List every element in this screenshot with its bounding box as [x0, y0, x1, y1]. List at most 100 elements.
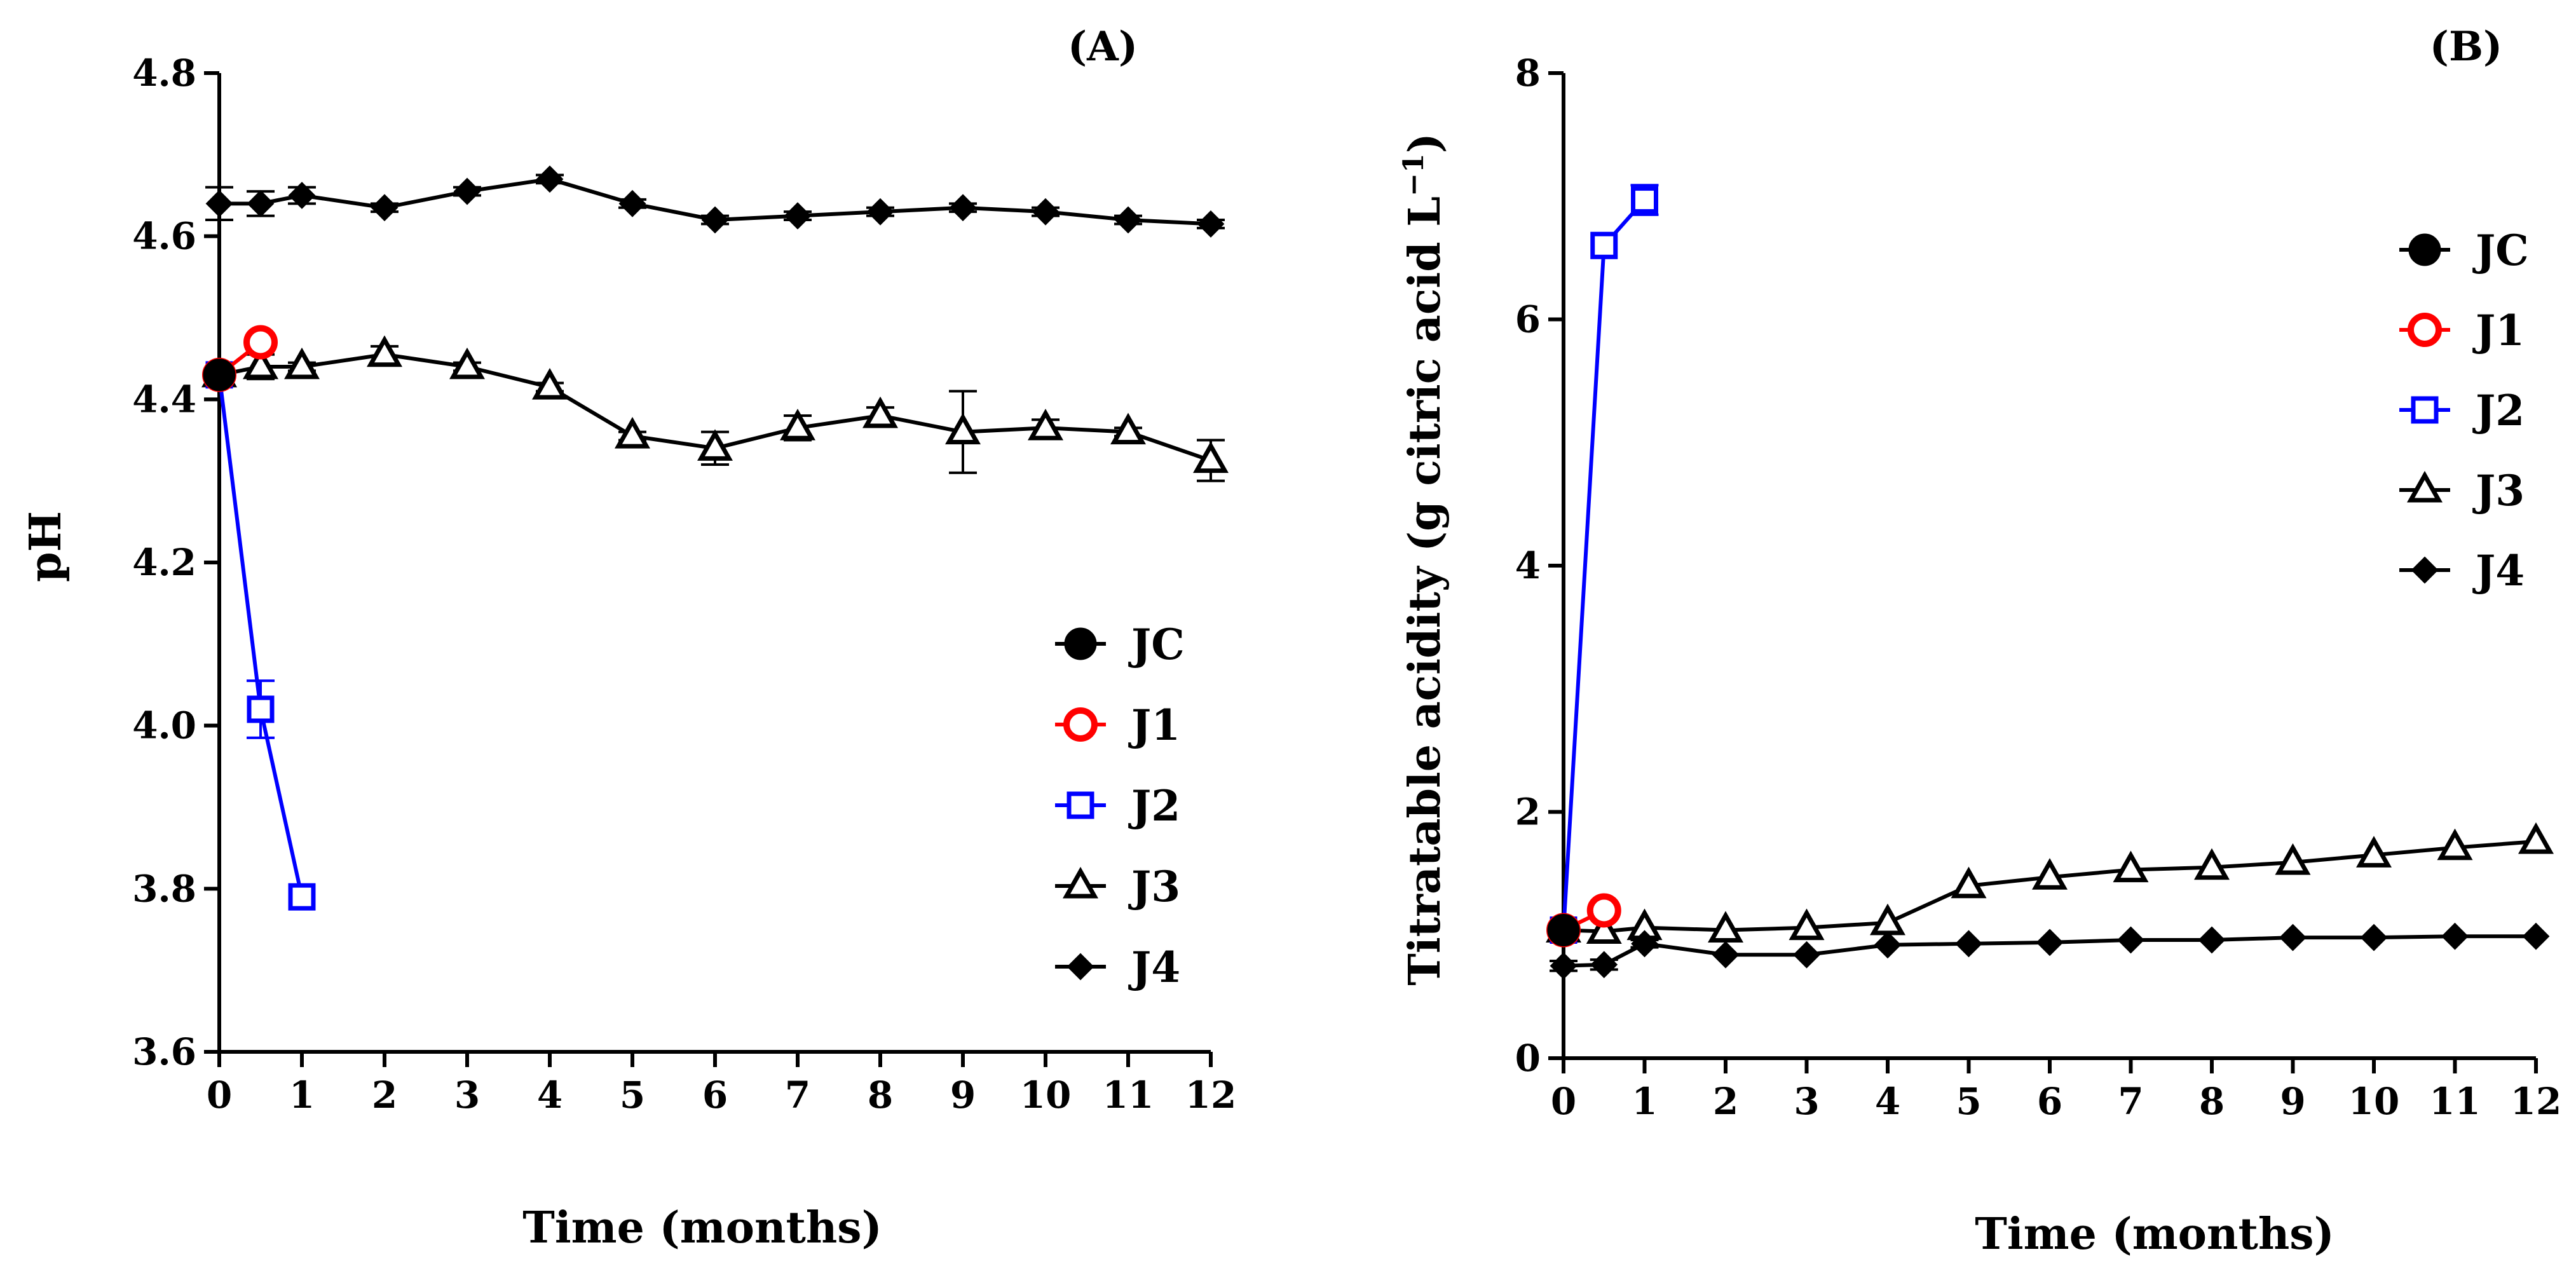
- panela-x-tick-label: 3: [454, 1073, 480, 1117]
- panela-j1-point: [243, 325, 278, 360]
- panelb-j4-point: [1874, 931, 1902, 959]
- panela-y-tick-label: 3.8: [132, 867, 196, 910]
- panel-a-x-ticks: 0 1 2 3 4 5 6 7 8 9 10 11 12: [207, 1052, 1237, 1117]
- panelb-x-tick-label: 0: [1551, 1080, 1576, 1123]
- panelb-y-tick-label: 6: [1515, 298, 1541, 341]
- panela-j4-point: [866, 198, 894, 226]
- panela-j4-point: [205, 189, 233, 217]
- panela-j3-point: [532, 367, 568, 400]
- panelb-j3-point: [2356, 836, 2392, 868]
- panel-a-chart: 3.63.84.04.24.44.64.8 0 1 2 3 4 5 6 7 8 9 10 11 12 T…: [20, 23, 1236, 1253]
- panelb-x-tick-label: 4: [1875, 1080, 1900, 1123]
- panelb-legend-marker: [2408, 233, 2441, 266]
- panelb-j3-point: [2518, 822, 2554, 854]
- panelb-j2-line: [1562, 198, 1646, 930]
- panela-y-tick-label: 3.6: [132, 1030, 196, 1073]
- panelb-x-tick-label: 7: [2118, 1080, 2143, 1123]
- panelb-legend-marker: [2408, 313, 2442, 347]
- panel-b-series-layer: [1546, 184, 2554, 980]
- panelb-legend-label: JC: [2472, 226, 2529, 275]
- panel-b-y-axis-title-main: Titratable acidity (g citric acid L: [1400, 196, 1450, 986]
- panel-b-y-ticks: 0 2 4 6 8: [1515, 51, 1564, 1080]
- panela-j3-point: [367, 335, 402, 367]
- panela-j4-point: [453, 177, 481, 205]
- panela-series-j2: [205, 361, 316, 911]
- panelb-legend-item-j4: J4: [2399, 546, 2525, 596]
- panelb-j4-point: [2198, 926, 2226, 954]
- panela-y-tick-label: 4.2: [132, 541, 196, 584]
- panelb-j4-point: [1590, 951, 1618, 979]
- panelb-x-tick-label: 11: [2429, 1080, 2481, 1123]
- panelb-legend-marker: [2411, 396, 2439, 424]
- panel-a-y-ticks: 3.6 3.8 4.0 4.2 4.4 4.6 4.8: [132, 51, 219, 1073]
- panela-x-tick-label: 12: [1185, 1073, 1237, 1117]
- panela-x-tick-label: 1: [289, 1073, 315, 1117]
- panelb-y-tick-label: 0: [1515, 1037, 1541, 1080]
- panelb-x-tick-label: 6: [2037, 1080, 2062, 1123]
- panelb-j3-point: [1708, 911, 1743, 943]
- panelb-legend-label: J2: [2472, 386, 2525, 435]
- panelb-j3-point: [1870, 903, 1905, 936]
- panela-legend-label: J3: [1128, 862, 1180, 911]
- panelb-j4-point: [1793, 941, 1820, 969]
- panelb-legend-item-jc: JC: [2399, 226, 2529, 275]
- panel-b-label: (B): [2430, 23, 2503, 71]
- panelb-j4-point: [2117, 926, 2144, 954]
- panela-j4-point: [784, 202, 812, 229]
- panela-series-j3: [201, 335, 1229, 482]
- panel-b-axes: [1562, 73, 2536, 1060]
- panelb-j3-point: [2113, 850, 2149, 883]
- panela-x-tick-label: 9: [950, 1073, 976, 1117]
- panelb-y-tick-label: 4: [1515, 544, 1541, 587]
- panela-j2-line: [217, 374, 304, 897]
- panelb-y-tick-label: 2: [1515, 791, 1541, 834]
- panela-x-tick-label: 4: [537, 1073, 562, 1117]
- panelb-j4-point: [1712, 941, 1740, 969]
- panelb-j2-point: [1631, 186, 1658, 214]
- panela-legend-label: J2: [1128, 781, 1180, 831]
- panel-b-y-axis-title: Titratable acidity (g citric acid L−1): [1398, 133, 1450, 986]
- panela-jc-point: [203, 358, 236, 391]
- panela-j4-point: [371, 194, 399, 222]
- panela-j4-point: [536, 165, 564, 193]
- panela-series-jc: [203, 358, 236, 391]
- panel-a-label: (A): [1068, 23, 1138, 71]
- panelb-j4-point: [2441, 922, 2469, 950]
- panelb-j3-point: [1586, 912, 1622, 944]
- panela-series-j4: [205, 165, 1225, 238]
- panel-a-x-axis-title: Time (months): [522, 1202, 882, 1253]
- panela-j4-point: [1032, 198, 1060, 226]
- panelb-j4-point: [2360, 923, 2388, 951]
- panela-j4-line: [219, 177, 1211, 226]
- panela-j3-point: [780, 409, 815, 440]
- panela-j4-point: [701, 206, 729, 234]
- panelb-j3-point: [2032, 858, 2068, 890]
- panela-j4-point: [1114, 206, 1142, 234]
- panelb-legend-item-j1: J1: [2399, 306, 2525, 355]
- panela-j3-point: [1110, 412, 1146, 445]
- panela-j3-point: [945, 412, 981, 445]
- panela-j4-point: [949, 194, 977, 222]
- panelb-j3-point: [1789, 908, 1825, 941]
- panela-x-tick-label: 0: [207, 1073, 232, 1117]
- panelb-j3-point: [2194, 848, 2230, 880]
- panela-x-tick-label: 5: [620, 1073, 645, 1117]
- panela-x-tick-label: 6: [702, 1073, 728, 1117]
- panela-legend-marker: [1064, 627, 1097, 660]
- panelb-j3-point: [2275, 843, 2311, 875]
- panelb-series-j3: [1546, 822, 2554, 944]
- panela-legend-item-j3: J3: [1055, 862, 1180, 911]
- panelb-legend-label: J4: [2472, 546, 2525, 596]
- panela-j4-point: [1197, 210, 1225, 238]
- panelb-j4-point: [1550, 952, 1578, 980]
- panelb-legend-marker: [2411, 556, 2439, 584]
- panelb-j1-point: [1586, 893, 1621, 928]
- panela-legend-item-j1: J1: [1055, 700, 1180, 750]
- panela-j4-point: [288, 182, 316, 209]
- panel-b-y-axis-title-sup: −1: [1398, 153, 1430, 196]
- panela-y-tick-label: 4.6: [132, 215, 196, 258]
- panela-j3-point: [284, 347, 320, 379]
- panela-legend-marker: [1067, 791, 1094, 819]
